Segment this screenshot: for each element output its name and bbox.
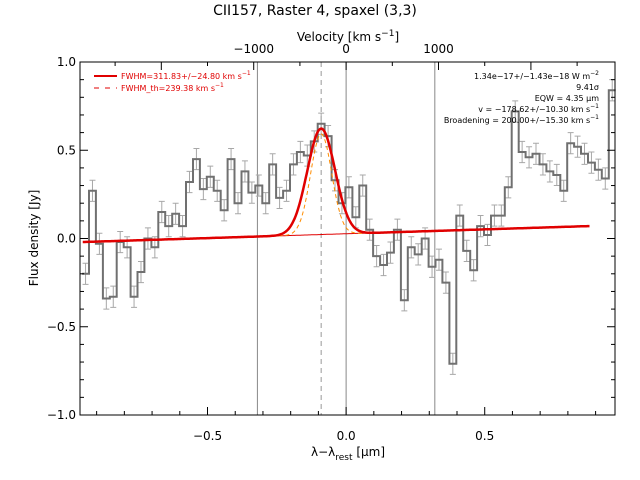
annotation-flux: 1.34e−17+/−1.43e−18 W m−2 (474, 70, 599, 81)
legend: FWHM=311.83+/−24.80 km s−1 FWHM_th=239.3… (94, 70, 251, 93)
chart-title: CII157, Raster 4, spaxel (3,3) (213, 3, 417, 19)
y-tick-label: 1.0 (57, 55, 76, 69)
x-tick-label: −0.5 (193, 429, 222, 443)
annotation-broadening: Broadening = 200.00+/−15.30 km s−1 (444, 114, 599, 125)
y-axis-label: Flux density [Jy] (27, 190, 41, 287)
annotation-velocity: v = −178.62+/−10.30 km s−1 (478, 103, 599, 114)
y-tick-label: 0.0 (57, 232, 76, 246)
plot-area: −0.5 0.0 0.5 −1000 0 1000 −1.0 −0.5 0.0 0.5 1.0 (47, 42, 616, 443)
fwhm-fit-curve (82, 127, 590, 244)
top-tick-label: 0 (342, 42, 350, 56)
x-tick-label: 0.5 (475, 429, 494, 443)
y-tick-label: −0.5 (47, 320, 76, 334)
y-tick-label: −1.0 (47, 408, 76, 422)
fwhm-th-fit-curve (257, 133, 379, 237)
data-step-line (82, 89, 616, 365)
legend-entry-fwhm: FWHM=311.83+/−24.80 km s−1 (121, 70, 251, 81)
top-tick-label: 1000 (423, 42, 454, 56)
y-tick-label: 0.5 (57, 143, 76, 157)
annotations: 1.34e−17+/−1.43e−18 W m−2 9.41σ EQW = 4.… (444, 70, 599, 125)
annotation-sigma: 9.41σ (576, 83, 599, 92)
x-axis-label: λ−λrest [μm] (311, 445, 385, 463)
legend-entry-fwhm-th: FWHM_th=239.38 km s−1 (121, 82, 224, 93)
top-axis-label: Velocity [km s−1] (297, 29, 399, 44)
annotation-eqw: EQW = 4.35 μm (535, 94, 599, 103)
x-tick-label: 0.0 (337, 429, 356, 443)
top-tick-label: −1000 (233, 42, 274, 56)
